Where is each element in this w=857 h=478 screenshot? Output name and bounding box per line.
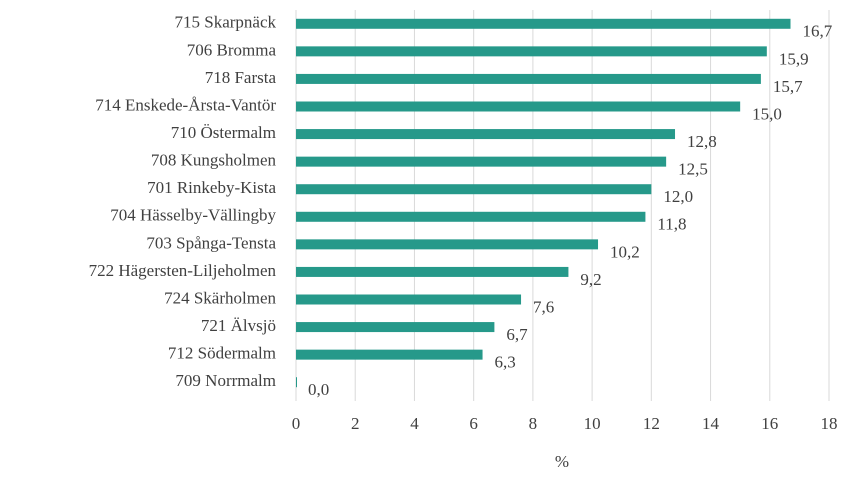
value-label: 15,7 xyxy=(773,77,803,96)
bar xyxy=(296,184,652,195)
x-tick-label: 8 xyxy=(529,414,538,433)
y-tick-label: 703 Spånga-Tensta xyxy=(146,233,276,252)
value-label: 10,2 xyxy=(610,242,640,261)
bar xyxy=(296,46,767,57)
bar xyxy=(296,322,495,333)
bar xyxy=(296,377,297,388)
value-label: 0,0 xyxy=(308,380,329,399)
value-label: 6,3 xyxy=(495,353,516,372)
bar xyxy=(296,129,676,140)
value-label: 15,0 xyxy=(752,104,782,123)
value-label: 6,7 xyxy=(506,325,528,344)
value-label: 15,9 xyxy=(779,49,809,68)
y-tick-label: 721 Älvsjö xyxy=(201,316,276,335)
value-label: 12,5 xyxy=(678,160,708,179)
bar xyxy=(296,294,522,305)
bar xyxy=(296,18,791,29)
bar xyxy=(296,211,646,222)
value-label: 12,8 xyxy=(687,132,717,151)
y-tick-label: 715 Skarpnäck xyxy=(174,13,276,32)
y-tick-label: 712 Södermalm xyxy=(168,344,276,363)
y-tick-label: 710 Östermalm xyxy=(171,123,276,142)
y-tick-label: 706 Bromma xyxy=(187,40,277,59)
y-tick-label: 724 Skärholmen xyxy=(164,288,276,307)
y-tick-label: 708 Kungsholmen xyxy=(151,151,277,170)
x-tick-label: 6 xyxy=(469,414,478,433)
x-tick-label: 18 xyxy=(821,414,838,433)
bar xyxy=(296,73,761,84)
bar xyxy=(296,156,667,167)
y-tick-label: 701 Rinkeby-Kista xyxy=(147,178,276,197)
x-tick-label: 10 xyxy=(584,414,601,433)
x-tick-label: 4 xyxy=(410,414,419,433)
x-axis-label: % xyxy=(555,452,569,471)
value-label: 9,2 xyxy=(580,270,601,289)
y-tick-label: 704 Hässelby-Vällingby xyxy=(110,206,276,225)
bar xyxy=(296,266,569,277)
x-tick-label: 2 xyxy=(351,414,360,433)
bar xyxy=(296,239,599,250)
x-tick-label: 0 xyxy=(292,414,301,433)
y-tick-label: 718 Farsta xyxy=(205,68,277,87)
x-tick-label: 12 xyxy=(643,414,660,433)
value-label: 7,6 xyxy=(533,297,554,316)
value-label: 16,7 xyxy=(803,22,833,41)
y-tick-label: 709 Norrmalm xyxy=(175,371,276,390)
value-label: 12,0 xyxy=(663,187,693,206)
y-tick-label: 722 Hägersten-Liljeholmen xyxy=(89,261,277,280)
y-tick-label: 714 Enskede-Årsta-Vantör xyxy=(95,95,276,114)
bar xyxy=(296,349,483,360)
x-tick-label: 14 xyxy=(702,414,720,433)
x-tick-label: 16 xyxy=(761,414,778,433)
value-label: 11,8 xyxy=(657,215,686,234)
bar xyxy=(296,101,741,112)
